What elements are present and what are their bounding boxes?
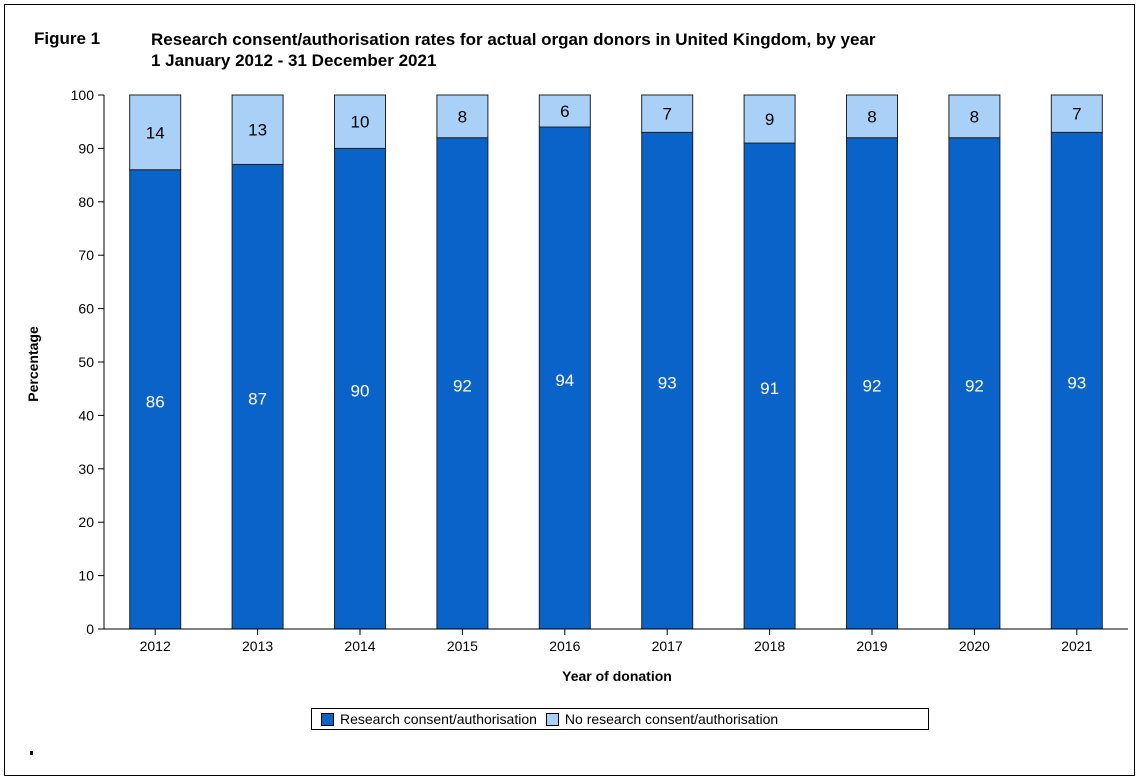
data-label-no-consent: 7 (1072, 105, 1081, 124)
x-tick-label: 2017 (652, 638, 683, 654)
footnote-dot (30, 751, 33, 755)
figure-label: Figure 1 (34, 29, 101, 48)
chart-title-line2: 1 January 2012 - 31 December 2021 (151, 51, 437, 70)
data-label-no-consent: 14 (146, 123, 165, 142)
x-tick-label: 2016 (549, 638, 580, 654)
chart-title: Research consent/authorisation rates for… (151, 29, 876, 71)
x-tick-label: 2019 (856, 638, 887, 654)
y-axis: 0 10 20 30 40 50 60 70 80 90 100 (71, 87, 105, 637)
y-tick-label: 50 (78, 354, 94, 370)
data-label-consent: 91 (760, 379, 779, 398)
x-tick-label: 2012 (140, 638, 171, 654)
data-label-consent: 86 (146, 392, 165, 411)
data-label-no-consent: 10 (351, 113, 370, 132)
x-tick-label: 2014 (344, 638, 375, 654)
bar-segment-consent (846, 137, 898, 630)
y-tick-label: 0 (86, 621, 94, 637)
x-tick-label: 2013 (242, 638, 273, 654)
data-label-no-consent: 6 (560, 102, 569, 121)
bar-segment-no-consent (743, 94, 796, 144)
data-label-no-consent: 8 (867, 107, 876, 126)
data-label-consent: 90 (351, 382, 370, 401)
x-axis: 2012 2013 2014 2015 2016 2017 2018 2019 2020 2021 (104, 628, 1128, 654)
data-label-no-consent: 8 (970, 107, 979, 126)
x-tick-label: 2021 (1061, 638, 1092, 654)
y-tick-label: 100 (71, 87, 95, 103)
bar-segment-consent (948, 137, 1001, 630)
bar-segment-no-consent (436, 94, 489, 139)
bar-segment-consent (1050, 131, 1103, 630)
y-axis-label: Percentage (25, 326, 41, 402)
y-tick-label: 90 (78, 140, 94, 156)
y-tick-label: 70 (78, 247, 94, 263)
x-axis-label: Year of donation (562, 668, 672, 684)
legend: Research consent/authorisation No resear… (311, 708, 929, 730)
legend-swatch-no-consent (545, 712, 559, 726)
legend-item-no-consent: No research consent/authorisation (537, 711, 778, 727)
y-tick-label: 60 (78, 301, 94, 317)
data-label-consent: 94 (555, 371, 574, 390)
data-label-no-consent: 9 (765, 110, 774, 129)
bar-segment-no-consent (948, 94, 1001, 139)
bar-segment-no-consent (231, 94, 284, 165)
x-tick-label: 2020 (959, 638, 990, 654)
bar-segment-consent (538, 126, 591, 630)
bar-segment-no-consent (641, 94, 694, 133)
bar-segment-no-consent (334, 94, 386, 149)
bar-segment-no-consent (129, 94, 182, 171)
data-label-consent: 87 (248, 390, 267, 409)
bar-segment-consent (743, 142, 796, 630)
bar-segment-no-consent (846, 94, 898, 139)
stacked-bar-chart: 86 14 87 13 90 10 92 8 94 6 93 7 91 9 92 8 92 8 93 7 0 10 20 3… (25, 87, 1128, 684)
data-label-no-consent: 13 (248, 121, 267, 140)
y-tick-label: 30 (78, 461, 94, 477)
data-label-consent: 93 (658, 374, 677, 393)
x-tick-label: 2018 (754, 638, 785, 654)
data-label-consent: 92 (965, 376, 984, 395)
x-tick-label: 2015 (447, 638, 478, 654)
bar-segment-no-consent (1050, 94, 1103, 133)
data-label-consent: 93 (1067, 374, 1086, 393)
y-tick-label: 40 (78, 407, 94, 423)
chart-title-line1: Research consent/authorisation rates for… (151, 30, 876, 49)
data-label-consent: 92 (453, 376, 472, 395)
legend-label-consent: Research consent/authorisation (340, 711, 537, 727)
legend-label-no-consent: No research consent/authorisation (564, 711, 779, 727)
data-label-no-consent: 8 (458, 107, 467, 126)
bar-segment-consent (641, 131, 694, 630)
y-tick-label: 80 (78, 194, 94, 210)
bar-segment-consent (436, 137, 489, 630)
y-tick-label: 10 (78, 568, 94, 584)
bars-group: 86 14 87 13 90 10 92 8 94 6 93 7 91 9 92 8 92 8 93 7 (129, 94, 1103, 630)
data-label-consent: 92 (863, 376, 882, 395)
legend-item-consent: Research consent/authorisation (312, 711, 537, 727)
data-label-no-consent: 7 (662, 105, 671, 124)
y-tick-label: 20 (78, 514, 94, 530)
legend-swatch-consent (321, 712, 334, 726)
bar-segment-no-consent (538, 94, 591, 128)
